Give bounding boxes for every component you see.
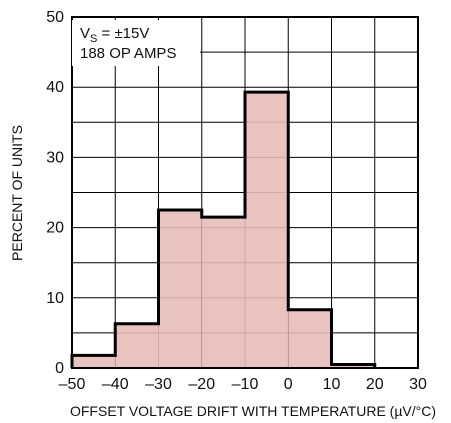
y-tick-label: 40 [46, 79, 64, 96]
histogram-bar [158, 210, 202, 368]
x-tick-label: 20 [366, 376, 384, 393]
supply-voltage-label: VS = ±15V [80, 25, 149, 45]
histogram-bars [70, 90, 377, 368]
x-tick-label: 0 [284, 376, 293, 393]
y-tick-label: 0 [55, 360, 64, 377]
y-tick-label: 30 [46, 149, 64, 166]
x-tick-label: –40 [102, 376, 129, 393]
x-tick-label: –30 [145, 376, 172, 393]
histogram-outline [70, 90, 377, 368]
y-axis-title: PERCENT OF UNITS [9, 125, 25, 261]
y-tick-label: 50 [46, 9, 64, 26]
x-tick-label: 30 [409, 376, 427, 393]
histogram-bar [288, 309, 332, 368]
histogram-bar [115, 323, 159, 368]
y-tick-label: 10 [46, 290, 64, 307]
histogram-bar [245, 92, 289, 368]
x-tick-label: –10 [232, 376, 259, 393]
histogram-bar [72, 355, 116, 368]
sample-count-label: 188 OP AMPS [80, 45, 176, 62]
x-axis-title: OFFSET VOLTAGE DRIFT WITH TEMPERATURE (µ… [70, 403, 436, 419]
vs-subscript: S [90, 33, 97, 45]
plot-frame [71, 16, 419, 369]
histogram-bar [331, 364, 375, 368]
x-tick-label: –50 [59, 376, 86, 393]
vs-main: V [80, 25, 90, 42]
annotation-box [72, 20, 200, 66]
histogram-bar [201, 217, 245, 368]
y-tick-label: 20 [46, 220, 64, 237]
x-tick-label: –20 [188, 376, 215, 393]
y-tick-labels: 0 10 20 30 40 50 [46, 9, 64, 377]
x-tick-labels: –50 –40 –30 –20 –10 0 10 20 30 [59, 376, 427, 393]
x-tick-label: 10 [323, 376, 341, 393]
vs-value: = ±15V [97, 25, 149, 42]
